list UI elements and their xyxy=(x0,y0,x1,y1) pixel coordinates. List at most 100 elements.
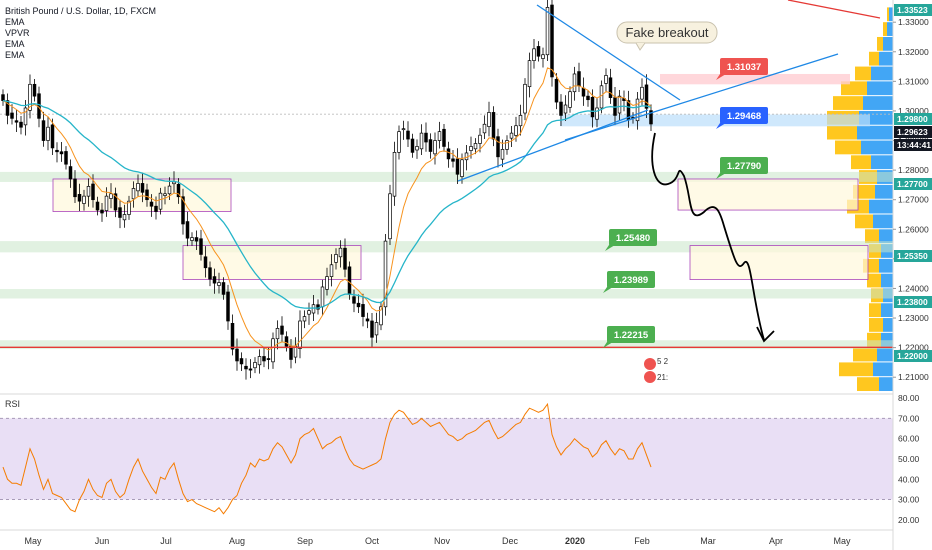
fake-breakout-callout: Fake breakout xyxy=(616,21,718,51)
price-label-tag xyxy=(894,250,932,262)
candle-body xyxy=(554,78,559,103)
vp-down-bar xyxy=(833,96,863,110)
price-label-text: 1.22000 xyxy=(897,351,928,361)
candle-body xyxy=(325,276,329,290)
candle-body xyxy=(1,94,5,101)
rsi-tick-label: 70.00 xyxy=(898,413,920,423)
candle-body xyxy=(577,71,581,87)
candle-body xyxy=(455,158,460,175)
candle-body xyxy=(127,200,131,215)
channel-trendline xyxy=(564,53,839,141)
price-tick-label: 1.21000 xyxy=(898,372,929,382)
candle-body xyxy=(590,96,595,118)
vp-down-bar xyxy=(851,155,871,170)
candle-body xyxy=(298,320,302,349)
vp-up-bar xyxy=(879,258,893,273)
candle-body xyxy=(397,131,401,153)
level-badge-text: 1.25480 xyxy=(616,233,650,244)
candle-body xyxy=(154,205,158,212)
candle-body xyxy=(595,107,599,120)
candle-body xyxy=(118,207,122,218)
candle-body xyxy=(181,196,185,225)
time-tick-label: Oct xyxy=(365,536,380,546)
candle-body xyxy=(91,183,95,201)
level-badge xyxy=(720,157,768,174)
candle-body xyxy=(437,131,442,141)
ema-slow-line xyxy=(2,99,652,309)
candle-body xyxy=(194,237,199,242)
vp-down-bar xyxy=(887,7,889,22)
candle-body xyxy=(271,338,275,363)
vp-up-bar xyxy=(881,273,893,288)
candle-body xyxy=(28,83,32,111)
candle-body xyxy=(284,336,289,347)
candle-body xyxy=(586,95,590,101)
candle-body xyxy=(545,7,550,56)
candle-body xyxy=(244,365,248,370)
vp-up-bar xyxy=(857,125,893,140)
rsi-band xyxy=(0,418,893,500)
vp-up-bar xyxy=(879,377,893,391)
candle-body xyxy=(532,48,536,61)
badge-pointer xyxy=(605,245,615,251)
candle-body xyxy=(73,178,77,198)
price-label-text: 1.29623 xyxy=(897,127,928,137)
time-tick-label: Feb xyxy=(634,536,650,546)
candle-body xyxy=(442,128,446,147)
indicator-label-3: EMA xyxy=(5,39,25,49)
price-label-text: 1.23800 xyxy=(897,297,928,307)
candle-body xyxy=(581,87,586,97)
time-tick-label: 2020 xyxy=(565,536,585,546)
candle-body xyxy=(370,320,374,338)
box-projection-2 xyxy=(689,245,869,280)
resistance-line xyxy=(787,0,881,19)
price-label-text: 1.29800 xyxy=(897,114,928,124)
candle-body xyxy=(500,149,505,160)
rsi-pane: RSI xyxy=(0,393,893,515)
vp-down-bar xyxy=(839,362,873,377)
vp-down-bar xyxy=(883,22,887,36)
level-badge xyxy=(607,326,655,343)
candle-body xyxy=(199,238,203,255)
rsi-tick-label: 30.00 xyxy=(898,495,920,505)
price-label-text: 1.25350 xyxy=(897,251,928,261)
vp-up-bar xyxy=(887,22,893,36)
candle-body xyxy=(86,186,91,197)
badge-pointer xyxy=(603,342,613,348)
vp-down-bar xyxy=(835,140,861,155)
candle-body xyxy=(487,112,491,127)
candle-body xyxy=(509,132,514,139)
candle-body xyxy=(415,146,419,151)
candle-body xyxy=(10,112,14,119)
vp-down-bar xyxy=(869,318,883,332)
candle-body xyxy=(361,304,365,317)
trendlines xyxy=(0,0,893,348)
candle-body xyxy=(356,302,361,308)
vp-up-bar xyxy=(883,36,893,51)
event-badge-bottom-text: 21: xyxy=(657,373,668,382)
rsi-axis: 80.00 70.00 60.00 50.00 40.00 30.00 20.00 xyxy=(898,393,920,525)
candle-body xyxy=(95,201,100,211)
chart-title: British Pound / U.S. Dollar, 1D, FXCM xyxy=(5,6,156,16)
level-badge-text: 1.31037 xyxy=(727,62,761,73)
time-tick-label: Aug xyxy=(229,536,245,546)
candle-body xyxy=(104,195,109,211)
candle-body xyxy=(167,185,172,195)
candlestick-series xyxy=(1,0,653,380)
vp-down-bar xyxy=(841,81,867,96)
candle-body xyxy=(401,128,406,131)
vp-up-bar xyxy=(883,318,893,332)
candle-body xyxy=(446,148,451,160)
candle-body xyxy=(379,306,383,326)
candle-body xyxy=(343,247,347,270)
rsi-tick-label: 20.00 xyxy=(898,515,920,525)
candle-body xyxy=(122,214,127,221)
candle-body xyxy=(149,201,154,207)
vp-down-bar xyxy=(867,273,881,288)
candle-body xyxy=(32,83,37,97)
candle-body xyxy=(460,159,464,177)
vp-up-bar xyxy=(873,214,893,229)
time-tick-label: Apr xyxy=(769,536,783,546)
candle-body xyxy=(374,322,379,336)
